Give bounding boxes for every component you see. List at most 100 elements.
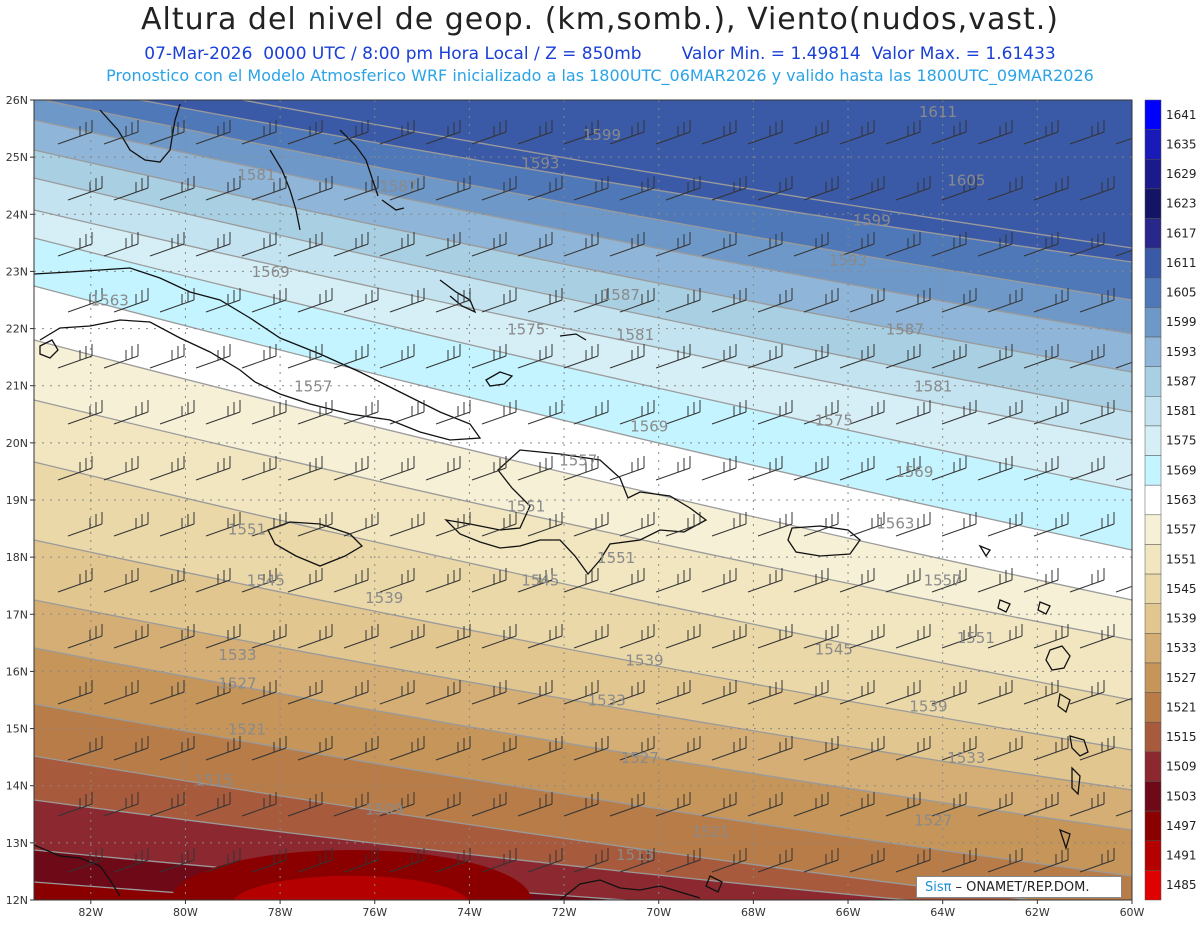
contour-line bbox=[34, 177, 1132, 413]
lat-tick-label: 18N bbox=[6, 551, 28, 564]
wind-barb bbox=[57, 792, 93, 817]
lat-tick-label: 16N bbox=[6, 665, 28, 678]
wind-barb bbox=[757, 400, 793, 425]
contour-label: 1563 bbox=[91, 292, 129, 310]
wind-barb bbox=[665, 288, 701, 313]
wind-barb bbox=[839, 680, 875, 705]
lat-tick-label: 23N bbox=[6, 265, 28, 278]
wind-barb bbox=[471, 232, 507, 257]
colorbar-label: 1521 bbox=[1166, 700, 1197, 714]
wind-barb bbox=[849, 400, 885, 425]
wind-barb bbox=[195, 568, 231, 593]
wind-barb bbox=[941, 736, 977, 761]
wind-barb bbox=[609, 344, 645, 369]
wind-barb bbox=[711, 736, 747, 761]
colorbar-label: 1497 bbox=[1166, 819, 1197, 833]
wind-barb bbox=[849, 624, 885, 649]
wind-barb bbox=[609, 120, 645, 145]
colorbar-swatch bbox=[1144, 662, 1162, 693]
wind-barb bbox=[573, 288, 609, 313]
wind-barb bbox=[241, 456, 277, 481]
wind-barb bbox=[287, 120, 323, 145]
contour-line bbox=[34, 599, 1132, 791]
wind-barb bbox=[655, 680, 691, 705]
contour-label: 1509 bbox=[365, 800, 403, 818]
colorbar-label: 1515 bbox=[1166, 730, 1197, 744]
wind-barb bbox=[205, 624, 241, 649]
wind-barb bbox=[885, 792, 921, 817]
wind-barb bbox=[839, 792, 875, 817]
wind-barb bbox=[978, 904, 1012, 927]
wind-barb bbox=[389, 176, 425, 201]
lat-tick-label: 12N bbox=[6, 894, 28, 907]
wind-barb bbox=[159, 288, 195, 313]
wind-barb bbox=[389, 512, 425, 537]
wind-barb bbox=[931, 680, 967, 705]
wind-barb bbox=[241, 680, 277, 705]
colorbar-label: 1635 bbox=[1166, 137, 1197, 151]
wind-barb bbox=[241, 232, 277, 257]
wind-barb bbox=[67, 736, 103, 761]
wind-barb bbox=[297, 512, 333, 537]
wind-barb bbox=[885, 568, 921, 593]
wind-barb bbox=[849, 512, 885, 537]
wind-barb bbox=[1023, 680, 1059, 705]
wind-barb bbox=[701, 680, 737, 705]
wind-barb bbox=[1079, 288, 1115, 313]
colorbar-swatch bbox=[1144, 159, 1162, 190]
wind-barb bbox=[67, 512, 103, 537]
wind-barb bbox=[1023, 344, 1059, 369]
colorbar-swatch bbox=[1144, 218, 1162, 249]
map-subtitle-validity: 07-Mar-2026 0000 UTC / 8:00 pm Hora Loca… bbox=[0, 44, 1200, 64]
wind-barb bbox=[297, 624, 333, 649]
wind-barb bbox=[609, 792, 645, 817]
wind-barb bbox=[803, 624, 839, 649]
wind-barb bbox=[610, 904, 644, 927]
wind-barb bbox=[885, 120, 921, 145]
lon-tick-label: 80W bbox=[173, 906, 198, 919]
wind-barb bbox=[251, 624, 287, 649]
wind-barb bbox=[885, 456, 921, 481]
colorbar-swatch bbox=[1144, 396, 1162, 427]
contour-label: 1557 bbox=[924, 572, 962, 590]
contour-line bbox=[34, 119, 1132, 335]
wind-barb bbox=[57, 568, 93, 593]
contour-label: 1569 bbox=[630, 417, 668, 435]
wind-barb bbox=[196, 904, 230, 927]
lat-tick-label: 14N bbox=[6, 780, 28, 793]
wind-barb bbox=[711, 400, 747, 425]
contour-label: 1551 bbox=[957, 629, 995, 647]
sis-logo: Sisπ bbox=[925, 879, 952, 895]
wind-barb bbox=[655, 568, 691, 593]
colorbar-swatch bbox=[1144, 603, 1162, 634]
colorbar-label: 1593 bbox=[1166, 345, 1197, 359]
wind-barb bbox=[793, 344, 829, 369]
wind-barb bbox=[251, 176, 287, 201]
contour-line bbox=[34, 703, 1132, 877]
wind-barb bbox=[1033, 176, 1069, 201]
wind-barb bbox=[241, 120, 277, 145]
wind-barb bbox=[57, 680, 93, 705]
contour-label: 1569 bbox=[895, 463, 933, 481]
wind-barb bbox=[839, 568, 875, 593]
colorbar-label: 1503 bbox=[1166, 789, 1197, 803]
band-1497 bbox=[34, 882, 283, 900]
wind-barb bbox=[1033, 848, 1069, 873]
wind-barb bbox=[701, 232, 737, 257]
wind-barb bbox=[205, 736, 241, 761]
wind-barb bbox=[195, 232, 231, 257]
colorbar-swatch bbox=[1144, 247, 1162, 279]
forecast-info: Pronostico con el Modelo Atmosferico WRF… bbox=[106, 66, 1094, 85]
wind-barb bbox=[425, 456, 461, 481]
wind-barb bbox=[977, 456, 1013, 481]
wind-barb bbox=[425, 680, 461, 705]
wind-barb bbox=[609, 680, 645, 705]
contour-line bbox=[34, 461, 1132, 701]
wind-barb bbox=[563, 792, 599, 817]
wind-barb bbox=[941, 176, 977, 201]
wind-barb bbox=[389, 736, 425, 761]
wind-barb bbox=[895, 512, 931, 537]
wind-barb bbox=[701, 792, 737, 817]
wind-barb bbox=[839, 344, 875, 369]
wind-barb bbox=[977, 344, 1013, 369]
